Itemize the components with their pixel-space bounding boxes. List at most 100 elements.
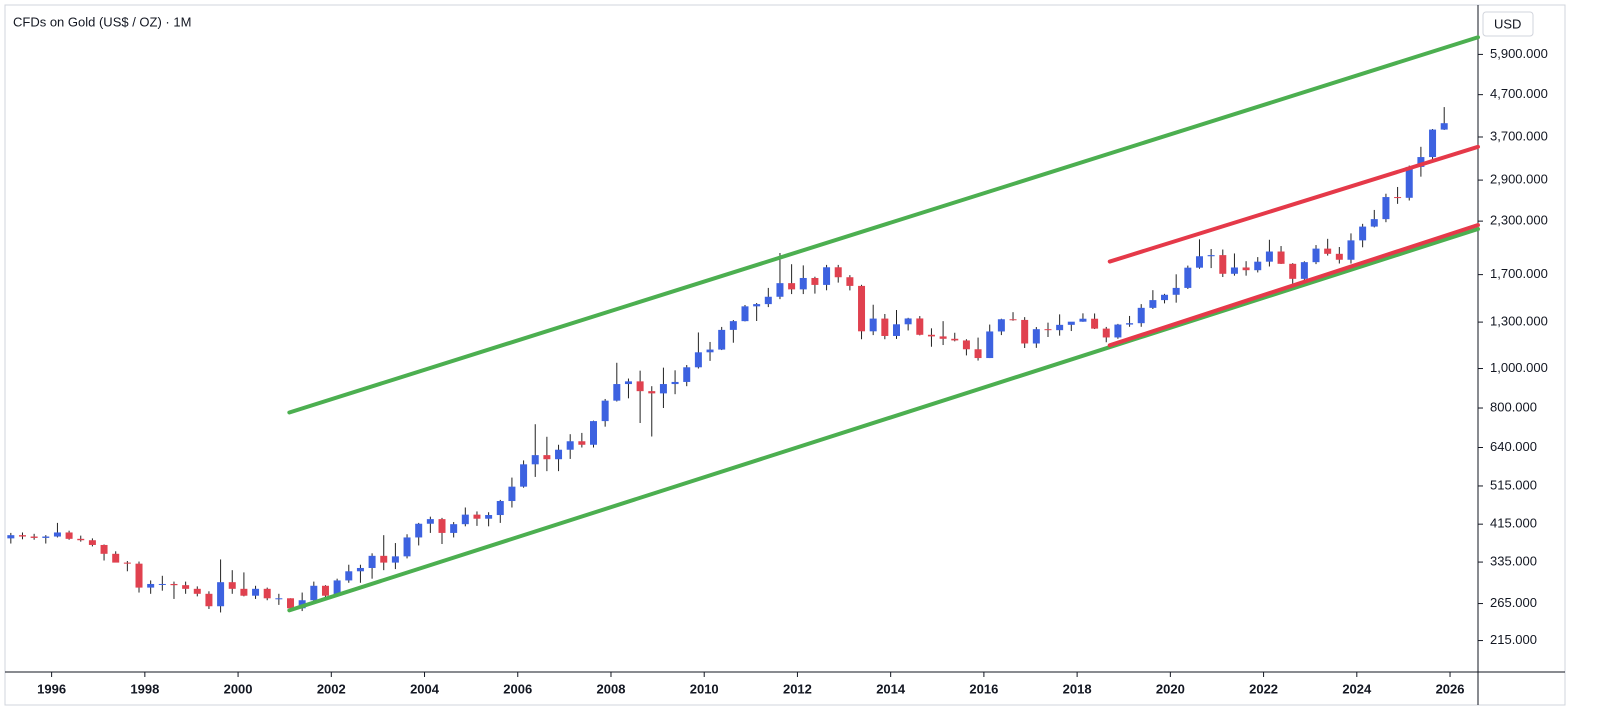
candle-body <box>543 455 551 460</box>
x-tick-label: 1998 <box>130 681 159 696</box>
candle-body <box>578 441 586 445</box>
candle-body <box>1184 267 1192 288</box>
x-tick-label: 2012 <box>783 681 812 696</box>
candle-body <box>345 571 353 581</box>
candle-body <box>648 391 656 394</box>
candle-body <box>846 277 854 286</box>
y-tick-label: 2,300.000 <box>1490 213 1548 228</box>
candle-body <box>310 585 318 601</box>
candle-body <box>135 563 143 588</box>
candle-body <box>788 283 796 290</box>
candle-body <box>1394 197 1402 199</box>
x-tick-label: 2010 <box>690 681 719 696</box>
x-tick-label: 2022 <box>1249 681 1278 696</box>
candle-body <box>1032 329 1040 344</box>
candle-body <box>53 532 61 537</box>
candle-body <box>403 537 411 557</box>
candle-body <box>892 324 900 336</box>
candle-body <box>496 501 504 516</box>
candle-body <box>321 585 329 596</box>
x-tick-label: 2020 <box>1156 681 1185 696</box>
candle-body <box>1429 129 1437 158</box>
candle-body <box>741 306 749 322</box>
trend-line <box>287 226 1480 613</box>
x-tick-label: 2018 <box>1063 681 1092 696</box>
candle-body <box>1405 166 1413 198</box>
candle-body <box>508 486 516 502</box>
x-tick-label: 2002 <box>317 681 346 696</box>
candle-body <box>473 514 481 519</box>
y-tick-label: 415.000 <box>1490 516 1537 531</box>
candle-body <box>962 340 970 350</box>
plot-area <box>7 35 1480 613</box>
x-tick-label: 2008 <box>597 681 626 696</box>
candle-body <box>415 523 423 538</box>
candle-body <box>729 321 737 330</box>
candle-body <box>951 338 959 341</box>
candle-body <box>450 524 458 533</box>
candle-body <box>706 349 714 353</box>
candle-body <box>1382 197 1390 220</box>
candle-body <box>683 367 691 382</box>
candle-body <box>182 585 190 589</box>
candle-body <box>904 318 912 325</box>
candle-body <box>1277 251 1285 264</box>
candle-body <box>531 455 539 465</box>
candle-body <box>1300 262 1308 279</box>
x-tick-label: 2024 <box>1342 681 1372 696</box>
y-tick-label: 335.000 <box>1490 554 1537 569</box>
candle-body <box>858 285 866 332</box>
y-tick-label: 1,700.000 <box>1490 266 1548 281</box>
candle-body <box>1207 255 1215 257</box>
candle-body <box>671 381 679 385</box>
x-tick-label: 2016 <box>969 681 998 696</box>
candle-body <box>287 598 295 609</box>
candle-body <box>252 588 260 596</box>
candle-body <box>916 318 924 335</box>
trend-line <box>1107 144 1480 264</box>
candle-body <box>88 540 96 545</box>
x-tick-label: 1996 <box>37 681 66 696</box>
candle-body <box>555 449 563 460</box>
y-tick-label: 1,300.000 <box>1490 314 1548 329</box>
candle-body <box>869 318 877 332</box>
trend-line <box>287 35 1480 415</box>
candle-body <box>590 421 598 445</box>
candle-body <box>263 588 271 599</box>
candle-body <box>1161 294 1169 301</box>
candle-body <box>1056 324 1064 331</box>
candle-body <box>158 583 166 585</box>
candle-body <box>461 514 469 525</box>
y-tick-label: 2,900.000 <box>1490 172 1548 187</box>
candle-body <box>997 319 1005 332</box>
y-tick-label: 1,000.000 <box>1490 360 1548 375</box>
candle-body <box>834 267 842 278</box>
candle-body <box>1067 321 1075 325</box>
candle-body <box>986 331 994 359</box>
chart-frame <box>4 4 1566 706</box>
candle-body <box>356 567 364 572</box>
candle-body <box>333 580 341 596</box>
candle-body <box>438 519 446 533</box>
x-tick-label: 2006 <box>503 681 532 696</box>
y-tick-label: 3,700.000 <box>1490 128 1548 143</box>
candle-body <box>1289 263 1297 279</box>
candle-body <box>485 515 493 519</box>
candle-body <box>112 553 120 563</box>
candle-body <box>1417 157 1425 167</box>
candle-body <box>1370 219 1378 227</box>
x-tick-label: 2004 <box>410 681 440 696</box>
candle-body <box>1230 267 1238 274</box>
candle-body <box>1137 307 1145 324</box>
candle-body <box>1091 318 1099 329</box>
currency-label[interactable]: USD <box>1494 16 1521 31</box>
candle-body <box>1102 328 1110 338</box>
candle-body <box>939 336 947 339</box>
candle-body <box>718 329 726 350</box>
currency-box[interactable] <box>1482 11 1534 37</box>
candle-body <box>1359 226 1367 241</box>
y-tick-label: 5,900.000 <box>1490 46 1548 61</box>
candle-body <box>147 583 155 588</box>
y-tick-label: 800.000 <box>1490 399 1537 414</box>
chart-title: CFDs on Gold (US$ / OZ) · 1M <box>13 14 191 29</box>
